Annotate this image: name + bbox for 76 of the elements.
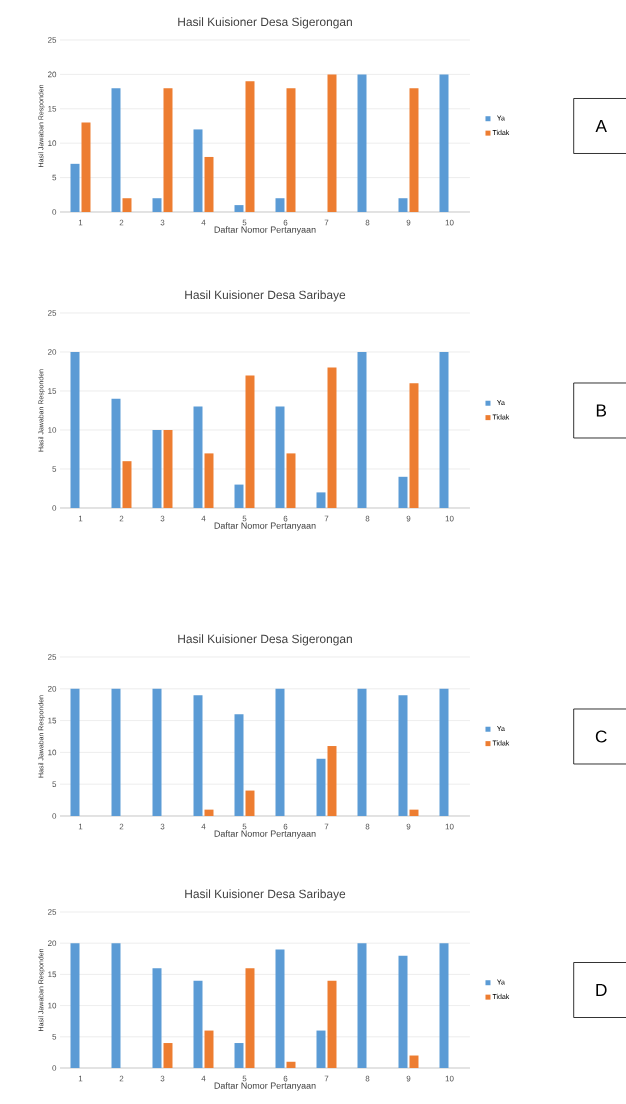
- bar: [409, 88, 419, 212]
- bar: [193, 980, 203, 1068]
- bar: [234, 1043, 244, 1068]
- bar: [439, 943, 449, 1068]
- bar: [409, 1055, 419, 1068]
- bar: [163, 1043, 173, 1068]
- bar: [409, 809, 419, 816]
- bar: [193, 129, 203, 212]
- bar: [152, 968, 162, 1068]
- chart-title: Hasil Kuisioner Desa Saribaye: [185, 290, 346, 302]
- bar: [245, 968, 255, 1068]
- bar: [122, 461, 132, 508]
- bar: [275, 406, 285, 508]
- bar: [70, 163, 80, 212]
- bar: [439, 688, 449, 816]
- bar: [152, 429, 162, 508]
- bar: [111, 88, 121, 212]
- bar: [398, 476, 408, 508]
- bar: [286, 88, 296, 212]
- bar: [275, 949, 285, 1068]
- bar: [327, 746, 337, 816]
- bar: [286, 453, 296, 508]
- bar: [204, 156, 214, 212]
- bar: [111, 398, 121, 508]
- bar: [204, 1030, 214, 1068]
- bar: [275, 198, 285, 212]
- bar: [122, 198, 132, 212]
- bar: [398, 955, 408, 1068]
- bar: [163, 88, 173, 212]
- bar: [439, 74, 449, 212]
- bar: [245, 81, 255, 212]
- bar: [398, 695, 408, 816]
- bar: [163, 429, 173, 508]
- bar: [234, 714, 244, 816]
- chart-title: Hasil Kuisioner Desa Sigerongan: [178, 17, 352, 29]
- x-axis-title: Daftar Nomor Pertanyaan: [214, 522, 316, 531]
- bar: [234, 205, 244, 212]
- bar: [70, 688, 80, 816]
- bar: [204, 809, 214, 816]
- bar: [275, 688, 285, 816]
- bar: [111, 943, 121, 1068]
- bar: [357, 351, 367, 508]
- bar: [327, 367, 337, 508]
- bar: [439, 351, 449, 508]
- bar: [70, 943, 80, 1068]
- chart-title: Hasil Kuisioner Desa Sigerongan: [178, 634, 352, 646]
- bar: [245, 790, 255, 816]
- bar: [234, 484, 244, 508]
- bar: [398, 198, 408, 212]
- text: A: [595, 120, 607, 132]
- x-axis-title: Daftar Nomor Pertanyaan: [214, 226, 316, 235]
- bar: [286, 1061, 296, 1068]
- bar: [327, 74, 337, 212]
- bar: [316, 1030, 326, 1068]
- bar: [245, 375, 255, 508]
- x-axis-title: Daftar Nomor Pertanyaan: [214, 1082, 316, 1091]
- bar: [316, 758, 326, 816]
- bar: [152, 198, 162, 212]
- bar: [327, 980, 337, 1068]
- text: D: [596, 984, 607, 996]
- bar: [193, 695, 203, 816]
- chart-title: Hasil Kuisioner Desa Saribaye: [185, 889, 346, 901]
- bar: [70, 351, 80, 508]
- bar: [409, 383, 419, 508]
- text: C: [595, 730, 607, 743]
- bar: [357, 74, 367, 212]
- bar: [111, 688, 121, 816]
- bar: [152, 688, 162, 816]
- bar: [81, 122, 91, 212]
- bar: [204, 453, 214, 508]
- text: B: [596, 404, 607, 417]
- bar: [357, 688, 367, 816]
- x-axis-title: Daftar Nomor Pertanyaan: [214, 830, 316, 839]
- bar: [316, 492, 326, 508]
- bar: [193, 406, 203, 508]
- bar: [357, 943, 367, 1068]
